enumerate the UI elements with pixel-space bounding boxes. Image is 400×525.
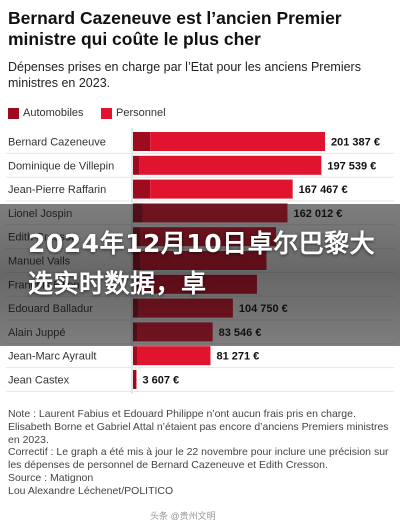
chart-title: Bernard Cazeneuve est l’ancien Premier m… <box>8 8 342 49</box>
legend-swatch-personnel <box>101 107 112 119</box>
legend-label-automobiles: Automobiles <box>23 107 84 119</box>
legend-swatch-automobiles <box>8 107 19 119</box>
bar-personnel <box>139 155 322 175</box>
source-text: Source : Matignon <box>8 471 94 484</box>
credit-text: Lou Alexandre Léchenet/POLITICO <box>8 484 174 497</box>
legend-label-personnel: Personnel <box>116 107 166 119</box>
overlay-banner-text: 2024年12月10日卓尔巴黎大选实时数据，卓 <box>28 229 376 298</box>
bar-personnel <box>137 346 211 366</box>
value-label: 201 387 € <box>331 137 380 149</box>
bar-automobiles <box>133 346 138 366</box>
value-label: 167 467 € <box>299 184 348 196</box>
bar-automobiles <box>133 179 151 199</box>
category-label: Bernard Cazeneuve <box>8 137 106 149</box>
value-label: 197 539 € <box>327 160 376 172</box>
chart-subtitle: Dépenses prises en charge par l’Etat pou… <box>8 60 361 90</box>
watermark: 头条 @贵州文明 <box>150 511 216 521</box>
bar-automobiles <box>133 155 140 175</box>
bar-personnel <box>150 132 325 151</box>
overlay-banner <box>0 204 400 346</box>
category-label: Dominique de Villepin <box>8 160 114 172</box>
legend-item-personnel: Personnel <box>101 107 166 119</box>
category-label: Jean-Pierre Raffarin <box>8 184 106 196</box>
chart-notes: Note : Laurent Fabius et Edouard Philipp… <box>8 408 392 498</box>
value-label: 3 607 € <box>142 375 179 387</box>
value-label: 81 271 € <box>216 351 259 363</box>
bar-automobiles <box>133 132 151 151</box>
note-text: Note : Laurent Fabius et Edouard Philipp… <box>8 408 389 446</box>
category-label: Jean-Marc Ayrault <box>8 351 96 363</box>
bar-personnel <box>150 179 293 199</box>
legend-item-automobiles: Automobiles <box>8 107 84 119</box>
category-label: Jean Castex <box>8 375 70 387</box>
bar-automobiles <box>133 370 137 389</box>
correction-text: Correctif : Le graph a été mis à jour le… <box>8 446 389 472</box>
